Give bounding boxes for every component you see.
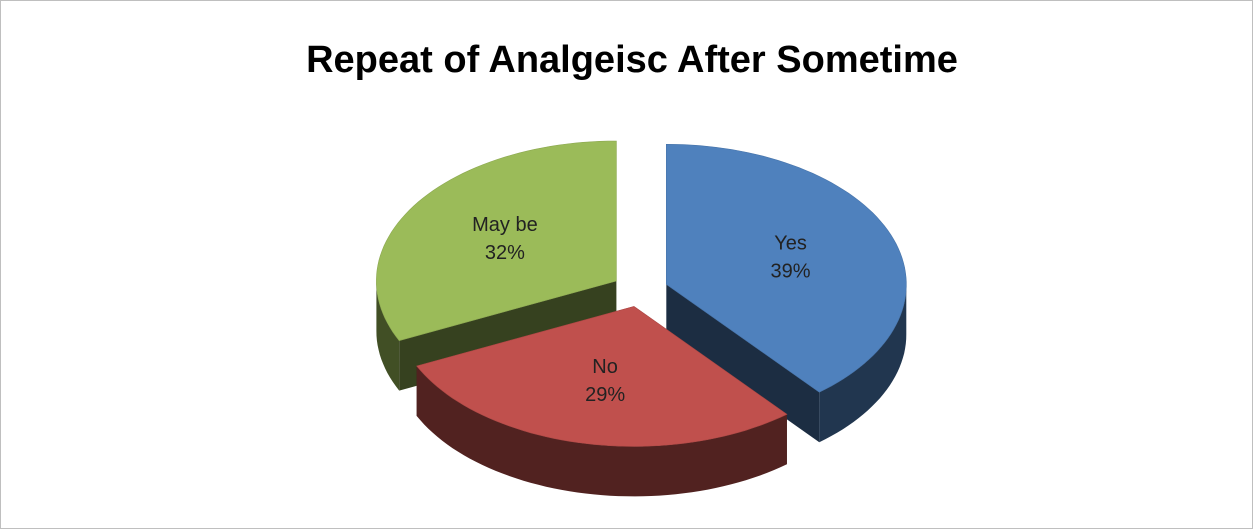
slice-category-label: May be: [472, 214, 538, 236]
slice-outer-wall: [416, 366, 787, 497]
pie-slice: [666, 143, 907, 443]
slice-category-label: No: [592, 356, 618, 378]
slice-value-label: 39%: [771, 261, 811, 283]
slice-top: [666, 143, 907, 393]
slice-outer-wall: [376, 281, 400, 391]
chart-title: Repeat of Analgeisc After Sometime: [306, 39, 958, 81]
slice-top: [416, 306, 788, 447]
slice-value-label: 29%: [585, 384, 625, 406]
slice-outer-wall: [819, 284, 907, 443]
slice-value-label: 32%: [485, 242, 525, 264]
slice-top: [376, 140, 617, 341]
slice-category-label: Yes: [774, 233, 807, 255]
pie-slice: [416, 306, 788, 497]
slice-radial-wall: [666, 284, 820, 443]
